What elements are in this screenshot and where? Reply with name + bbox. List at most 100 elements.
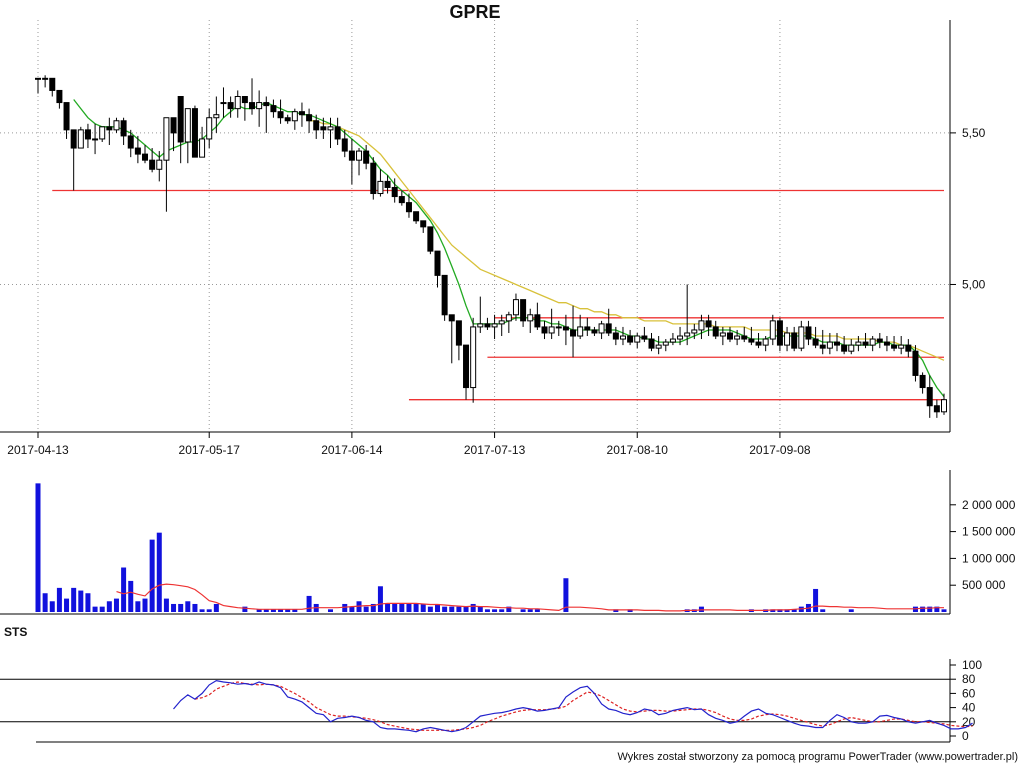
volume-bar xyxy=(791,609,797,612)
volume-bar xyxy=(385,603,391,612)
volume-bar xyxy=(470,603,476,612)
candle-body-down xyxy=(63,102,70,131)
date-tick-label: 2017-08-10 xyxy=(607,443,669,457)
candle-body-up xyxy=(377,180,384,195)
candle xyxy=(298,102,305,127)
candle xyxy=(912,345,919,382)
candle-body-down xyxy=(555,326,562,329)
candle xyxy=(805,320,812,346)
candle-body-down xyxy=(313,120,320,131)
candle-body-down xyxy=(627,335,634,343)
volume-bar xyxy=(306,595,312,612)
volume-bar xyxy=(477,606,483,612)
candle xyxy=(35,77,41,94)
candle-body-down xyxy=(142,153,149,161)
candle xyxy=(191,105,198,158)
candle-body-down xyxy=(591,329,598,334)
candle-body-up xyxy=(762,338,769,346)
candle xyxy=(570,305,577,358)
candle xyxy=(812,326,819,349)
candle-body-up xyxy=(213,114,220,119)
candle xyxy=(869,336,876,352)
candle-body-up xyxy=(163,117,170,161)
candle xyxy=(748,326,755,346)
candle xyxy=(655,336,662,355)
candle xyxy=(562,314,569,346)
candle-body-down xyxy=(520,299,527,322)
candle-body-down xyxy=(92,138,99,141)
volume-bar xyxy=(434,603,440,612)
candle xyxy=(106,117,113,146)
candle xyxy=(712,320,719,340)
volume-bar xyxy=(499,609,505,612)
candle-body-down xyxy=(434,250,441,276)
volume-bar xyxy=(42,593,48,612)
volume-bar xyxy=(770,609,776,612)
volume-bar xyxy=(941,609,947,612)
candle-body-down xyxy=(191,108,198,158)
candle xyxy=(334,117,341,146)
volume-bar xyxy=(613,609,619,612)
volume-bar xyxy=(813,588,819,612)
candle xyxy=(491,314,498,340)
candle-body-up xyxy=(941,399,947,413)
candle xyxy=(798,320,805,352)
volume-bar xyxy=(349,606,355,612)
candle xyxy=(883,336,890,352)
candle xyxy=(270,99,277,118)
candle-body-down xyxy=(391,186,398,198)
candle xyxy=(127,129,134,158)
volume-bar xyxy=(420,603,426,612)
candle xyxy=(505,311,512,333)
candle xyxy=(398,190,405,206)
candle xyxy=(591,326,598,337)
volume-bar xyxy=(163,598,169,612)
candle-body-down xyxy=(805,326,812,340)
candle-body-down xyxy=(298,111,305,116)
candle-body-up xyxy=(234,96,241,110)
candle-body-down xyxy=(398,196,405,204)
volume-tick-label: 1 000 000 xyxy=(962,551,1016,565)
candle-body-down xyxy=(320,126,327,131)
sts-tick-label: 0 xyxy=(962,729,969,743)
volume-bar xyxy=(920,606,926,612)
candle-body-down xyxy=(726,332,733,340)
candle-body-up xyxy=(598,323,605,334)
candle xyxy=(605,308,612,337)
candle-body-up xyxy=(491,323,498,328)
candle-body-down xyxy=(876,338,883,343)
candle xyxy=(306,108,313,133)
volume-bar xyxy=(413,603,419,612)
candle xyxy=(719,326,726,346)
candle-body-down xyxy=(120,120,127,137)
volume-bar xyxy=(406,603,412,612)
candle xyxy=(941,393,947,415)
candle xyxy=(741,326,748,343)
candle-body-down xyxy=(177,96,184,143)
candle xyxy=(441,274,448,321)
volume-bar xyxy=(156,532,162,612)
volume-bar xyxy=(934,606,940,612)
sts-panel-label: STS xyxy=(4,625,28,639)
candle-body-down xyxy=(348,150,355,161)
candle xyxy=(70,129,77,191)
candle-body-up xyxy=(848,344,855,352)
date-tick-label: 2017-05-17 xyxy=(179,443,241,457)
candle xyxy=(220,87,227,118)
candle xyxy=(341,129,348,158)
volume-bar xyxy=(263,609,269,612)
candle xyxy=(77,126,84,149)
volume-bar xyxy=(35,483,41,612)
volume-bar xyxy=(442,606,448,612)
candle xyxy=(234,90,241,118)
candle-body-up xyxy=(898,344,905,349)
candle xyxy=(734,329,741,346)
candle xyxy=(448,314,455,364)
candle-body-down xyxy=(56,89,63,104)
volume-tick-label: 2 000 000 xyxy=(962,498,1016,512)
volume-bar xyxy=(370,603,376,612)
volume-bar xyxy=(463,606,469,612)
candle xyxy=(149,148,156,173)
candle xyxy=(177,96,184,164)
candle-body-up xyxy=(113,120,120,131)
